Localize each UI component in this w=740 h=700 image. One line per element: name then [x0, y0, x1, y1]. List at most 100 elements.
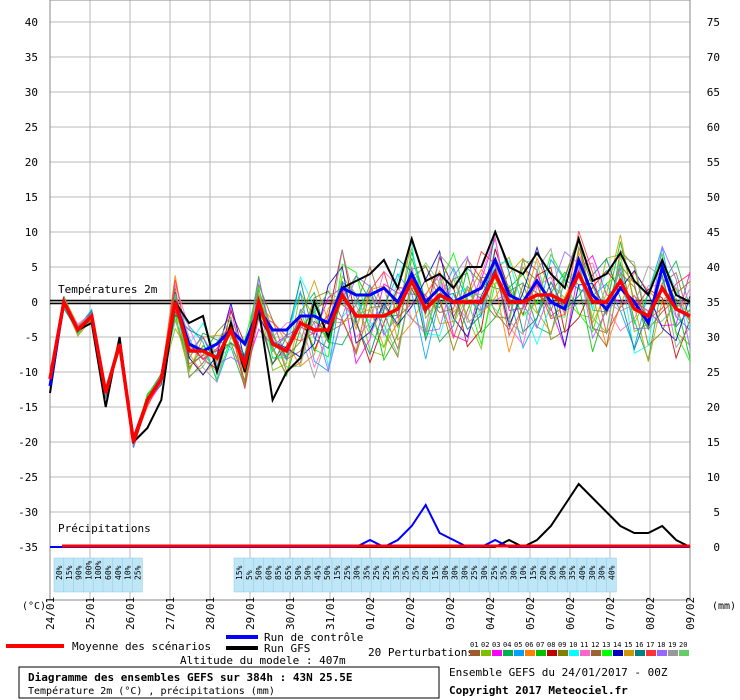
left-tick-label: -5 — [25, 331, 38, 344]
pert-id-label: 03 — [492, 641, 500, 649]
snow-prob-label: 60% — [264, 565, 273, 580]
legend-mean-label: Moyenne des scénarios — [72, 640, 211, 653]
pert-swatch — [580, 650, 590, 656]
right-tick-label: 0 — [713, 541, 720, 554]
chart-title: Diagramme des ensembles GEFS sur 384h : … — [28, 671, 353, 684]
snow-prob-label: 30% — [451, 565, 460, 580]
main-series — [48, 229, 691, 445]
pert-swatch — [591, 650, 601, 656]
snow-prob-label: 50% — [255, 565, 264, 580]
pert-id-label: 09 — [558, 641, 566, 649]
pert-swatch — [668, 650, 678, 656]
legend-control-label: Run de contrôle — [264, 631, 363, 644]
snow-cell — [132, 557, 143, 593]
pert-id-label: 11 — [580, 641, 588, 649]
right-tick-label: 65 — [707, 86, 720, 99]
snow-prob-label: 20% — [421, 565, 430, 580]
right-tick-label: 30 — [707, 331, 720, 344]
snow-prob-label: 15% — [235, 565, 244, 580]
left-tick-label: -20 — [18, 436, 38, 449]
right-tick-label: 15 — [707, 436, 720, 449]
snow-prob-label: 20% — [55, 565, 64, 580]
left-tick-label: 40 — [25, 16, 38, 29]
right-tick-label: 40 — [707, 261, 720, 274]
snow-prob-label: 15% — [333, 565, 342, 580]
snow-prob-label: 60% — [104, 565, 113, 580]
snow-prob-label: 85% — [274, 565, 283, 580]
pert-swatch — [569, 650, 579, 656]
snow-prob-label: 25% — [490, 565, 499, 580]
right-tick-label: 70 — [707, 51, 720, 64]
snow-prob-label: 25% — [402, 565, 411, 580]
snow-prob-label: 90% — [75, 565, 84, 580]
pert-swatch — [536, 650, 546, 656]
snow-prob-label: 30% — [441, 565, 450, 580]
pert-id-label: 13 — [602, 641, 610, 649]
x-date-label: 26/01 — [124, 597, 137, 630]
pert-id-label: 17 — [646, 641, 654, 649]
snow-prob-label: 25% — [372, 565, 381, 580]
snow-prob-label: 5% — [245, 570, 254, 580]
snow-prob-label: 30% — [598, 565, 607, 580]
legend-perturbations-label: 20 Perturbations — [368, 646, 474, 659]
snow-prob-label: 50% — [304, 565, 313, 580]
legend-gfs-label: Run GFS — [264, 642, 310, 655]
right-tick-label: 75 — [707, 16, 720, 29]
right-tick-label: 50 — [707, 191, 720, 204]
copyright: Copyright 2017 Meteociel.fr — [449, 684, 628, 697]
left-tick-label: -35 — [18, 541, 38, 554]
snow-prob-label: 100% — [94, 561, 103, 580]
right-tick-label: 60 — [707, 121, 720, 134]
left-tick-label: 20 — [25, 156, 38, 169]
pert-swatch — [547, 650, 557, 656]
x-date-label: 03/02 — [444, 597, 457, 630]
left-tick-label: 0 — [31, 296, 38, 309]
perturbation-line — [49, 244, 691, 448]
pert-id-label: 18 — [657, 641, 665, 649]
snow-prob-label: 30% — [588, 565, 597, 580]
x-date-label: 02/02 — [404, 597, 417, 630]
snow-prob-label: 10% — [519, 565, 528, 580]
pert-id-label: 08 — [547, 641, 555, 649]
pert-swatch — [503, 650, 513, 656]
snow-prob-label: 20% — [549, 565, 558, 580]
series-line — [49, 229, 691, 445]
x-date-label: 09/02 — [684, 597, 697, 630]
x-date-label: 25/01 — [84, 597, 97, 630]
pert-id-label: 02 — [481, 641, 489, 649]
right-tick-label: 20 — [707, 401, 720, 414]
left-tick-label: 10 — [25, 226, 38, 239]
pert-id-label: 06 — [525, 641, 533, 649]
right-tick-label: 5 — [713, 506, 720, 519]
precip-panel-label: Précipitations — [58, 522, 151, 535]
snow-prob-label: 35% — [392, 565, 401, 580]
snow-prob-label: 25% — [382, 565, 391, 580]
x-date-label: 01/02 — [364, 597, 377, 630]
left-tick-label: 5 — [31, 261, 38, 274]
pert-id-label: 15 — [624, 641, 632, 649]
x-date-label: 31/01 — [324, 597, 337, 630]
left-tick-label: 35 — [25, 51, 38, 64]
pert-swatch — [679, 650, 689, 656]
left-tick-label: -15 — [18, 401, 38, 414]
left-tick-label: -30 — [18, 506, 38, 519]
pert-id-label: 05 — [514, 641, 522, 649]
pert-id-label: 16 — [635, 641, 643, 649]
temp-label-bg — [56, 283, 152, 296]
snow-prob-label: 20% — [539, 565, 548, 580]
x-date-label: 08/02 — [644, 597, 657, 630]
pert-swatch — [635, 650, 645, 656]
snow-prob-label: 25% — [133, 565, 142, 580]
chart-subtitle: Température 2m (°C) , précipitations (mm… — [28, 685, 275, 697]
snow-prob-label: 50% — [323, 565, 332, 580]
snow-prob-label: 15% — [529, 565, 538, 580]
snow-prob-label: 25% — [470, 565, 479, 580]
pert-swatch — [492, 650, 502, 656]
precipitation-series — [50, 482, 691, 549]
pert-swatch — [624, 650, 634, 656]
temp-panel-label: Températures 2m — [58, 283, 158, 296]
pert-id-label: 01 — [470, 641, 478, 649]
pert-id-label: 14 — [613, 641, 621, 649]
run-label: Ensemble GEFS du 24/01/2017 - 00Z — [449, 666, 668, 679]
pert-swatch — [657, 650, 667, 656]
